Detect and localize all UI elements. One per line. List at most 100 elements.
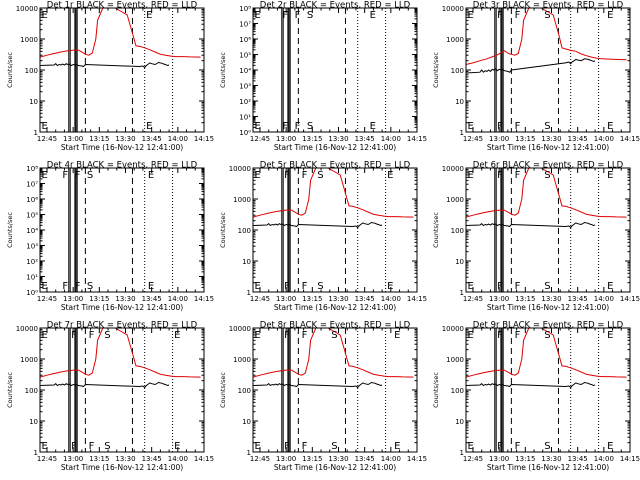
- y-tick-label: 10000: [16, 325, 38, 333]
- x-tick-label: 13:45: [568, 135, 588, 143]
- mode-marker-label: F: [62, 281, 68, 292]
- mode-marker-label: E: [146, 10, 152, 21]
- chart-panel: Det 7r BLACK = Events, RED = LLD 10000 100…: [6, 321, 214, 473]
- y-tick-label: 10⁶: [239, 36, 251, 44]
- events-series-line: [39, 381, 170, 389]
- mode-marker-label: E: [468, 10, 474, 21]
- y-axis-label: Counts/sec: [219, 372, 227, 408]
- y-axis-label: Counts/sec: [219, 212, 227, 248]
- y-tick-label: 1000: [20, 36, 38, 44]
- y-tick-label: 1000: [446, 356, 464, 364]
- y-tick-label: 10⁵: [26, 212, 38, 220]
- x-tick-label: 14:15: [620, 295, 640, 303]
- mode-marker-label: E: [255, 10, 261, 21]
- y-tick-label: 10⁰: [239, 129, 251, 137]
- y-tick-label: 1000: [446, 196, 464, 204]
- mode-marker-label: F: [284, 170, 290, 181]
- x-tick-label: 13:15: [302, 135, 322, 143]
- x-tick-label: 13:45: [355, 295, 375, 303]
- mode-marker-label: S: [544, 441, 550, 452]
- x-axis-label: Start Time (16-Nov-12 12:41:00): [61, 463, 183, 472]
- events-series-line: [465, 58, 596, 74]
- y-tick-label: 1: [34, 449, 38, 457]
- y-tick-label: 1000: [20, 356, 38, 364]
- chart-panel: Det 2r BLACK = Events, RED = LLD 10⁸ 10⁷ 10…: [219, 1, 427, 153]
- x-tick-label: 13:30: [115, 455, 135, 463]
- x-tick-label: 13:15: [515, 295, 535, 303]
- mode-marker-label: S: [104, 330, 110, 341]
- x-axis-label: Start Time (16-Nov-12 12:41:00): [61, 143, 183, 152]
- mode-marker-label: S: [87, 170, 93, 181]
- mode-marker-label: F: [515, 10, 521, 21]
- y-tick-label: 10000: [442, 165, 464, 173]
- mode-marker-label: F: [75, 170, 81, 181]
- mode-marker-label: S: [331, 441, 337, 452]
- x-axis-label: Start Time (16-Nov-12 12:41:00): [274, 143, 396, 152]
- x-tick-label: 12:45: [37, 455, 57, 463]
- chart-panel: Det 8r BLACK = Events, RED = LLD 10000 100…: [219, 321, 427, 473]
- mode-marker-label: E: [607, 121, 613, 132]
- x-tick-label: 12:45: [250, 455, 270, 463]
- x-tick-label: 14:00: [168, 455, 188, 463]
- y-tick-label: 10⁴: [26, 227, 38, 235]
- y-axis-label: Counts/sec: [432, 372, 440, 408]
- x-tick-label: 13:30: [541, 455, 561, 463]
- x-tick-label: 13:30: [328, 135, 348, 143]
- mode-marker-label: E: [468, 121, 474, 132]
- x-tick-label: 14:00: [168, 295, 188, 303]
- y-tick-label: 10000: [442, 325, 464, 333]
- x-tick-label: 13:15: [89, 135, 109, 143]
- plot-frame: [252, 327, 418, 453]
- x-tick-label: 13:45: [355, 455, 375, 463]
- mode-marker-label: E: [370, 10, 376, 21]
- mode-marker-label: F: [302, 170, 308, 181]
- mode-marker-label: E: [607, 281, 613, 292]
- y-tick-label: 10: [242, 258, 251, 266]
- y-tick-label: 10¹: [239, 114, 251, 122]
- plot-frame: [252, 167, 418, 293]
- mode-marker-label: F: [497, 330, 503, 341]
- y-tick-label: 1000: [233, 356, 251, 364]
- chart-title: Det 1r BLACK = Events, RED = LLD: [47, 1, 198, 11]
- mode-marker-label: E: [255, 281, 261, 292]
- chart-title: Det 9r BLACK = Events, RED = LLD: [473, 321, 624, 331]
- mode-marker-label: S: [544, 170, 550, 181]
- mode-marker-label: F: [302, 441, 308, 452]
- x-tick-label: 14:00: [594, 455, 614, 463]
- mode-marker-label: E: [607, 10, 613, 21]
- x-axis-label: Start Time (16-Nov-12 12:41:00): [274, 463, 396, 472]
- y-tick-label: 10¹: [26, 274, 38, 282]
- y-axis-label: Counts/sec: [432, 52, 440, 88]
- mode-marker-label: E: [468, 281, 474, 292]
- y-tick-label: 10000: [229, 165, 251, 173]
- mode-marker-label: E: [468, 441, 474, 452]
- mode-marker-label: S: [104, 441, 110, 452]
- mode-marker-label: E: [255, 170, 261, 181]
- x-tick-label: 13:15: [89, 295, 109, 303]
- y-tick-label: 1: [460, 129, 464, 137]
- y-tick-label: 1: [34, 129, 38, 137]
- mode-marker-label: E: [174, 330, 180, 341]
- x-tick-label: 13:45: [568, 455, 588, 463]
- y-tick-label: 1: [460, 449, 464, 457]
- x-tick-label: 12:45: [37, 135, 57, 143]
- x-tick-label: 13:30: [541, 295, 561, 303]
- mode-marker-label: S: [544, 121, 550, 132]
- mode-marker-label: S: [317, 281, 323, 292]
- mode-marker-label: F: [497, 281, 503, 292]
- x-axis-label: Start Time (16-Nov-12 12:41:00): [274, 303, 396, 312]
- x-tick-label: 12:45: [37, 295, 57, 303]
- y-tick-label: 10⁰: [26, 289, 38, 297]
- y-tick-label: 10: [455, 258, 464, 266]
- mode-marker-label: F: [284, 330, 290, 341]
- mode-marker-label: E: [148, 170, 154, 181]
- mode-marker-label: E: [394, 441, 400, 452]
- chart-panel: Det 6r BLACK = Events, RED = LLD 10000 100…: [432, 161, 640, 313]
- mode-marker-label: F: [89, 441, 95, 452]
- plot-frame: [39, 7, 205, 133]
- mode-marker-label: E: [255, 330, 261, 341]
- mode-marker-label: F: [497, 170, 503, 181]
- mode-marker-label: E: [42, 121, 48, 132]
- y-tick-label: 10⁷: [239, 21, 251, 29]
